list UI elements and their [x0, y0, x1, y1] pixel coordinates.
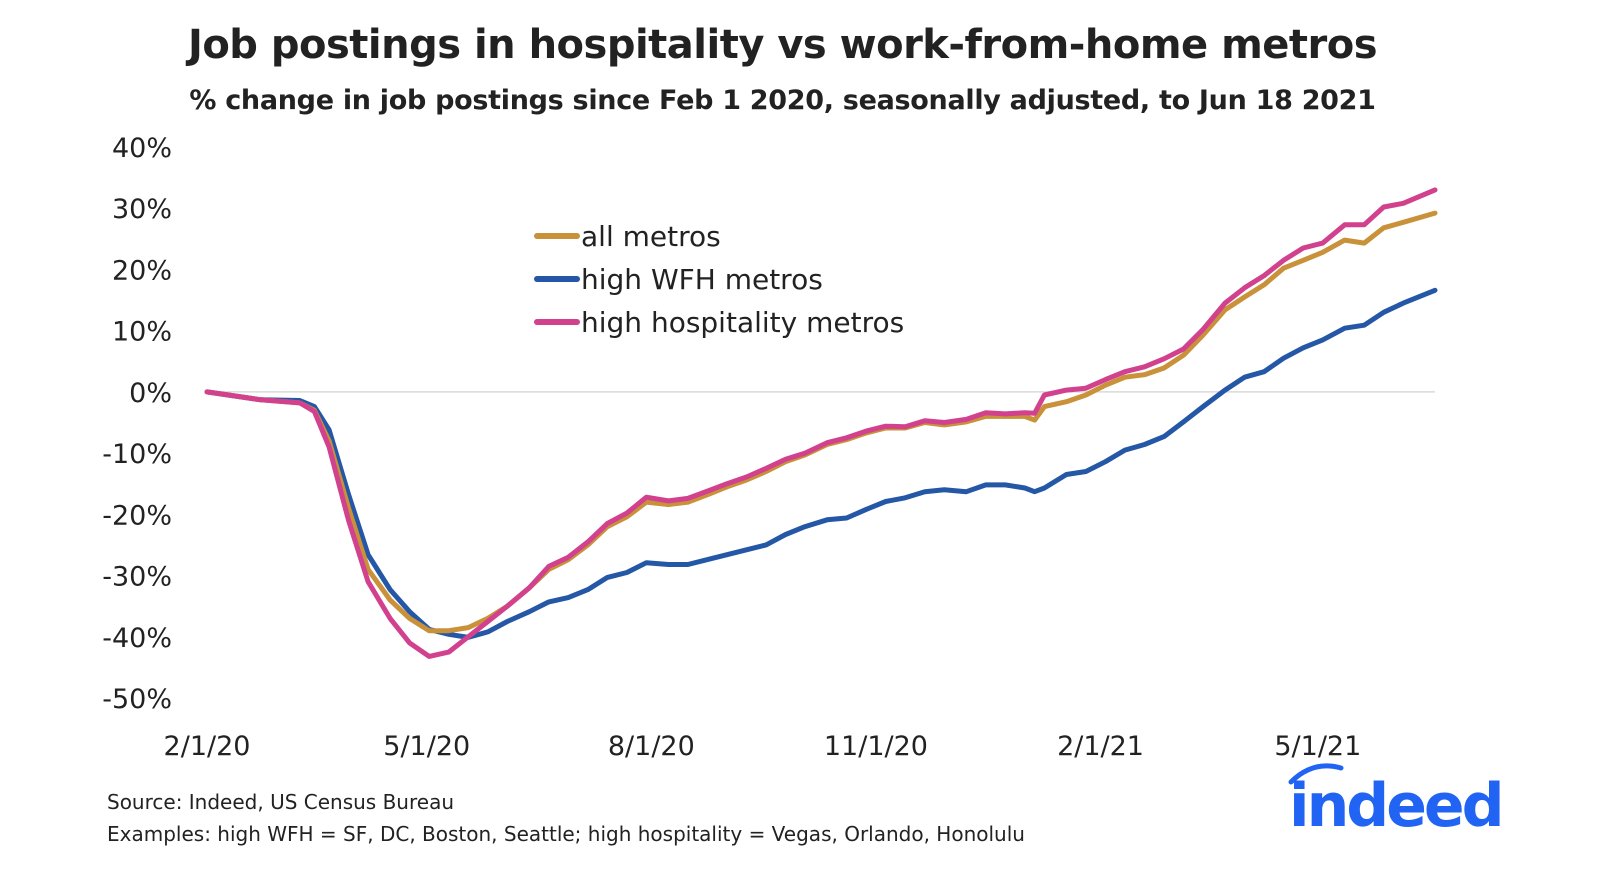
indeed-logo: indeed: [1288, 763, 1505, 840]
x-tick-label: 2/1/20: [164, 731, 251, 762]
x-tick-label: 8/1/20: [608, 731, 695, 762]
chart-subtitle: % change in job postings since Feb 1 202…: [189, 85, 1376, 116]
y-tick-label: 20%: [112, 255, 172, 286]
y-tick-label: -20%: [102, 500, 172, 531]
x-tick-label: 2/1/21: [1057, 731, 1144, 762]
logo-text: indeed: [1289, 771, 1502, 840]
y-tick-label: 0%: [129, 378, 172, 409]
logo-arc-icon: [1288, 763, 1344, 785]
series-line-high-hospitality-metros: [204, 187, 1438, 659]
y-tick-label: 10%: [112, 317, 172, 348]
source-note: Source: Indeed, US Census Bureau: [107, 790, 455, 814]
y-tick-label: -40%: [102, 623, 172, 654]
y-tick-label: -50%: [102, 684, 172, 715]
y-tick-label: -30%: [102, 562, 172, 593]
chart-title: Job postings in hospitality vs work-from…: [187, 22, 1378, 68]
y-tick-label: -10%: [102, 439, 172, 470]
examples-note: Examples: high WFH = SF, DC, Boston, Sea…: [107, 822, 1025, 846]
x-tick-label: 5/1/20: [383, 731, 470, 762]
y-tick-label: 40%: [112, 133, 172, 164]
x-tick-label: 11/1/20: [824, 731, 928, 762]
x-tick-label: 5/1/21: [1274, 731, 1361, 762]
legend-label: high WFH metros: [581, 263, 823, 296]
legend-label: high hospitality metros: [581, 306, 904, 339]
series-line-high-WFH-metros: [204, 287, 1438, 640]
legend-label: all metros: [581, 220, 721, 253]
y-tick-label: 30%: [112, 194, 172, 225]
